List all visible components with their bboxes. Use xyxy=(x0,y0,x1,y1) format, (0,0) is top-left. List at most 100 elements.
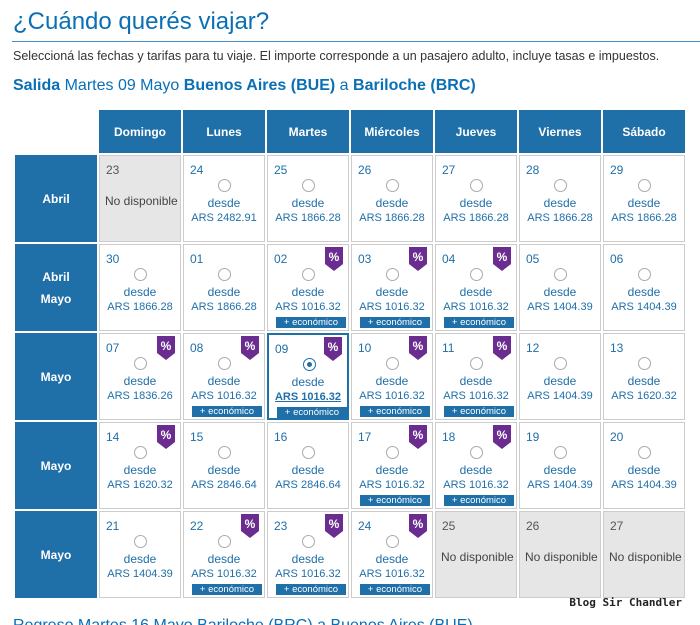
fare-radio[interactable] xyxy=(218,268,231,281)
fare-radio[interactable] xyxy=(554,179,567,192)
day-cell[interactable]: 18% desde ARS 1016.32 + económico xyxy=(435,422,517,509)
day-cell[interactable]: 15 desde ARS 2846.64 xyxy=(183,422,265,509)
fare-radio[interactable] xyxy=(386,179,399,192)
day-cell[interactable]: 14% desde ARS 1620.32 xyxy=(99,422,181,509)
fare-radio[interactable] xyxy=(470,446,483,459)
day-cell[interactable]: 21 desde ARS 1404.39 xyxy=(99,511,181,598)
svg-text:%: % xyxy=(413,250,424,264)
desde-label: desde xyxy=(459,463,493,477)
day-cell[interactable]: 16 desde ARS 2846.64 xyxy=(267,422,349,509)
promo-percent-icon: % xyxy=(324,337,342,361)
day-cell[interactable]: 29 desde ARS 1866.28 xyxy=(603,155,685,242)
fare-radio[interactable] xyxy=(218,179,231,192)
day-cell[interactable]: 22% desde ARS 1016.32 + económico xyxy=(183,511,265,598)
promo-percent-icon: % xyxy=(409,425,427,449)
fare-radio[interactable] xyxy=(554,446,567,459)
fare-radio[interactable] xyxy=(638,446,651,459)
fare-price: ARS 1016.32 xyxy=(359,390,425,402)
day-cell[interactable]: 23% desde ARS 1016.32 + económico xyxy=(267,511,349,598)
fare-radio[interactable] xyxy=(386,268,399,281)
desde-label: desde xyxy=(375,196,409,210)
weekday-header: Lunes xyxy=(183,110,265,153)
day-cell[interactable]: 30 desde ARS 1866.28 xyxy=(99,244,181,331)
fare-price: ARS 1016.32 xyxy=(191,568,257,580)
day-cell-unavailable: 27 No disponible xyxy=(603,511,685,598)
fare-price: ARS 1866.28 xyxy=(359,212,425,224)
day-number: 25 xyxy=(442,519,456,533)
fare-radio[interactable] xyxy=(386,357,399,370)
fare-radio[interactable] xyxy=(302,446,315,459)
fare-radio[interactable] xyxy=(554,268,567,281)
desde-label: desde xyxy=(543,196,577,210)
day-cell[interactable]: 09% desde ARS 1016.32 + económico xyxy=(267,333,349,420)
fare-radio[interactable] xyxy=(386,446,399,459)
day-cell[interactable]: 17% desde ARS 1016.32 + económico xyxy=(351,422,433,509)
day-number: 23 xyxy=(106,163,120,177)
fare-price: ARS 1404.39 xyxy=(527,479,593,491)
day-cell[interactable]: 12 desde ARS 1404.39 xyxy=(519,333,601,420)
fare-calendar: Domingo Lunes Martes Miércoles Jueves Vi… xyxy=(13,108,687,600)
fare-radio[interactable] xyxy=(218,446,231,459)
day-number: 15 xyxy=(190,430,204,444)
fare-radio[interactable] xyxy=(638,268,651,281)
day-cell[interactable]: 11% desde ARS 1016.32 + económico xyxy=(435,333,517,420)
fare-radio[interactable] xyxy=(302,535,315,548)
day-cell[interactable]: 24 desde ARS 2482.91 xyxy=(183,155,265,242)
fare-radio[interactable] xyxy=(386,535,399,548)
day-cell[interactable]: 03% desde ARS 1016.32 + económico xyxy=(351,244,433,331)
fare-radio[interactable] xyxy=(218,535,231,548)
weekday-header: Viernes xyxy=(519,110,601,153)
day-number: 14 xyxy=(106,430,120,444)
fare-price: ARS 1866.28 xyxy=(191,301,257,313)
not-available-label: No disponible xyxy=(609,550,682,564)
day-cell[interactable]: 13 desde ARS 1620.32 xyxy=(603,333,685,420)
promo-percent-icon: % xyxy=(241,336,259,360)
fare-price: ARS 1016.32 xyxy=(359,479,425,491)
cheaper-badge: + económico xyxy=(360,317,430,328)
fare-radio[interactable] xyxy=(134,357,147,370)
day-number: 10 xyxy=(358,341,372,355)
day-cell[interactable]: 05 desde ARS 1404.39 xyxy=(519,244,601,331)
fare-radio[interactable] xyxy=(470,357,483,370)
route-summary: Salida Martes 09 Mayo Buenos Aires (BUE)… xyxy=(13,77,476,95)
day-number: 09 xyxy=(275,342,289,356)
desde-label: desde xyxy=(459,196,493,210)
day-cell[interactable]: 26 desde ARS 1866.28 xyxy=(351,155,433,242)
fare-radio[interactable] xyxy=(638,357,651,370)
day-cell[interactable]: 01 desde ARS 1866.28 xyxy=(183,244,265,331)
day-cell[interactable]: 06 desde ARS 1404.39 xyxy=(603,244,685,331)
desde-label: desde xyxy=(627,463,661,477)
day-cell[interactable]: 28 desde ARS 1866.28 xyxy=(519,155,601,242)
cheaper-badge: + económico xyxy=(192,406,262,417)
fare-radio[interactable] xyxy=(638,179,651,192)
fare-radio[interactable] xyxy=(302,268,315,281)
day-cell[interactable]: 10% desde ARS 1016.32 + económico xyxy=(351,333,433,420)
day-cell[interactable]: 08% desde ARS 1016.32 + económico xyxy=(183,333,265,420)
fare-radio[interactable] xyxy=(134,268,147,281)
day-cell[interactable]: 07% desde ARS 1836.26 xyxy=(99,333,181,420)
fare-price: ARS 1404.39 xyxy=(527,301,593,313)
day-cell[interactable]: 19 desde ARS 1404.39 xyxy=(519,422,601,509)
day-cell[interactable]: 25 desde ARS 1866.28 xyxy=(267,155,349,242)
desde-label: desde xyxy=(543,285,577,299)
day-cell[interactable]: 27 desde ARS 1866.28 xyxy=(435,155,517,242)
day-cell[interactable]: 24% desde ARS 1016.32 + económico xyxy=(351,511,433,598)
svg-text:%: % xyxy=(161,428,172,442)
day-cell[interactable]: 20 desde ARS 1404.39 xyxy=(603,422,685,509)
fare-price: ARS 2846.64 xyxy=(191,479,257,491)
weekday-header: Martes xyxy=(267,110,349,153)
fare-radio[interactable] xyxy=(134,535,147,548)
fare-radio[interactable] xyxy=(303,358,316,371)
day-number: 18 xyxy=(442,430,456,444)
desde-label: desde xyxy=(375,285,409,299)
fare-radio[interactable] xyxy=(470,179,483,192)
fare-radio[interactable] xyxy=(134,446,147,459)
day-cell[interactable]: 04% desde ARS 1016.32 + económico xyxy=(435,244,517,331)
day-cell[interactable]: 02% desde ARS 1016.32 + económico xyxy=(267,244,349,331)
svg-text:%: % xyxy=(497,339,508,353)
fare-radio[interactable] xyxy=(470,268,483,281)
fare-price: ARS 2482.91 xyxy=(191,212,257,224)
fare-radio[interactable] xyxy=(554,357,567,370)
fare-radio[interactable] xyxy=(218,357,231,370)
fare-radio[interactable] xyxy=(302,179,315,192)
